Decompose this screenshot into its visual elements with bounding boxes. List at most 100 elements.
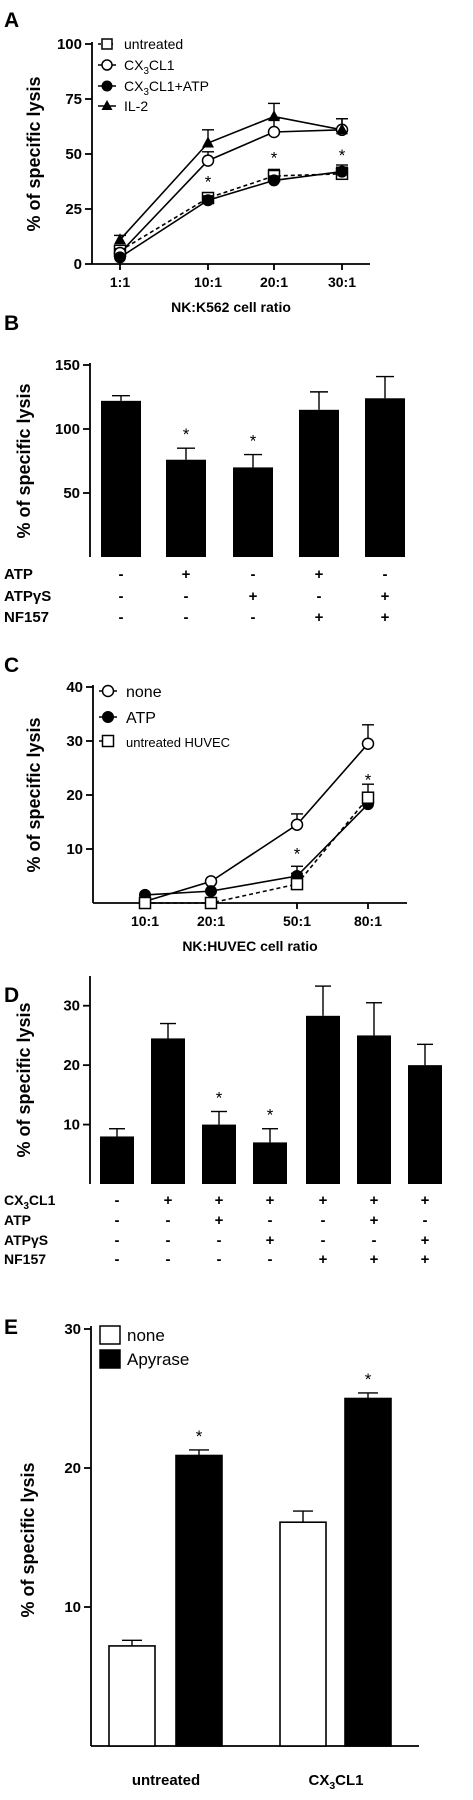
panel-a-point xyxy=(114,251,126,264)
panel-d-y-axis-label: % of specific lysis xyxy=(14,1002,34,1157)
panel-b-asterisk: * xyxy=(250,432,257,451)
panel-b-y-tick-label: 50 xyxy=(63,485,80,502)
panel-d-condition-mark: - xyxy=(166,1232,171,1249)
panel-e-y-tick-label: 10 xyxy=(64,1599,81,1616)
panel-d-condition-mark: - xyxy=(268,1251,273,1268)
panel-e-category-label: untreated xyxy=(132,1772,200,1789)
panel-d-asterisk: * xyxy=(267,1106,274,1125)
panel-a-point xyxy=(268,110,280,122)
panel-a-asterisk: * xyxy=(205,173,212,192)
panel-c-y-tick-label: 10 xyxy=(66,841,83,858)
panel-d-condition-mark: + xyxy=(421,1251,430,1268)
panel-d-bar xyxy=(306,1015,340,1184)
panel-a-asterisk: * xyxy=(339,146,346,165)
panel-c-point xyxy=(290,818,304,831)
panel-a-point xyxy=(114,233,126,245)
panel-a-legend-label: CX3CL1+ATP xyxy=(124,78,209,98)
panel-b-y-tick-label: 100 xyxy=(55,421,80,438)
panel-a-point xyxy=(202,136,214,148)
panel-c-legend-marker xyxy=(102,711,114,723)
panel-a-y-tick-label: 100 xyxy=(57,36,82,53)
panel-a-series-line-3 xyxy=(119,115,343,241)
panel-c-series-line-1 xyxy=(144,803,369,896)
panel-d-bar xyxy=(253,1142,287,1184)
panel-b-bar xyxy=(299,409,339,557)
panel-d-bar xyxy=(408,1065,442,1184)
panel-d-condition-label: CX3CL1 xyxy=(4,1192,56,1212)
panel-e-bar xyxy=(344,1397,392,1747)
panel-d-condition-mark: - xyxy=(166,1212,171,1229)
panel-c-legend-label: ATP xyxy=(126,710,156,727)
panel-b-condition-mark: + xyxy=(182,566,191,583)
panel-a-legend-marker xyxy=(101,80,113,92)
panel-c-point xyxy=(138,896,152,910)
panel-d-condition-mark: - xyxy=(268,1212,273,1229)
panel-d-condition-mark: - xyxy=(115,1192,120,1209)
panel-b-condition-mark: + xyxy=(315,609,324,626)
panel-d-condition-mark: - xyxy=(321,1212,326,1229)
panel-a-legend-marker xyxy=(101,38,113,50)
panel-a-y-axis-label: % of specific lysis xyxy=(24,76,44,231)
panel-a-x-tick-label: 30:1 xyxy=(328,274,356,290)
panel-c-point xyxy=(361,737,375,750)
panel-d-bar xyxy=(357,1035,391,1184)
panel-label-A: A xyxy=(4,9,19,32)
panel-d-y-tick-label: 20 xyxy=(63,1057,80,1074)
panel-d-condition-mark: + xyxy=(421,1192,430,1209)
panel-b-bar xyxy=(101,400,141,557)
panel-e-y-tick-label: 20 xyxy=(64,1460,81,1477)
panel-b-asterisk: * xyxy=(183,425,190,444)
panel-d-condition-mark: - xyxy=(217,1251,222,1268)
panel-b-condition-mark: + xyxy=(249,588,258,605)
panel-d-condition-mark: - xyxy=(372,1232,377,1249)
panel-c-legend-label: untreated HUVEC xyxy=(126,735,230,750)
panel-c-y-tick-label: 30 xyxy=(66,733,83,750)
panel-c-asterisk: * xyxy=(365,770,372,789)
panel-b-condition-mark: + xyxy=(381,609,390,626)
panel-e-asterisk: * xyxy=(365,1370,372,1389)
panel-b-bar xyxy=(365,398,405,557)
panel-d-y-tick-label: 30 xyxy=(63,998,80,1015)
panel-d-condition-mark: + xyxy=(370,1251,379,1268)
panel-a-y-tick-label: 50 xyxy=(65,146,82,163)
panel-d-condition-mark: - xyxy=(115,1232,120,1249)
panel-c-y-axis-label: % of specific lysis xyxy=(24,717,44,872)
panel-c-legend-label: none xyxy=(126,684,162,701)
panel-d-condition-label: NF157 xyxy=(4,1251,46,1267)
panel-a-legend-label: CX3CL1 xyxy=(124,57,175,77)
panel-d-condition-mark: - xyxy=(115,1212,120,1229)
panel-c-series-line-0 xyxy=(144,743,369,903)
panel-b-condition-mark: - xyxy=(184,609,189,626)
panel-e-bar xyxy=(279,1521,327,1747)
panel-d-bar xyxy=(151,1038,185,1184)
panel-d-condition-mark: + xyxy=(215,1212,224,1229)
panel-b-condition-label: ATPγS xyxy=(4,588,51,605)
panel-d-condition-mark: - xyxy=(166,1251,171,1268)
panel-d-bar xyxy=(202,1124,236,1184)
panel-e-legend-label: none xyxy=(127,1326,165,1345)
panel-b-condition-mark: + xyxy=(315,566,324,583)
panel-a-x-tick-label: 10:1 xyxy=(194,274,222,290)
panel-b-condition-label: ATP xyxy=(4,566,33,583)
panel-b-condition-mark: - xyxy=(317,588,322,605)
panel-b-condition-mark: - xyxy=(184,588,189,605)
panel-e-bar xyxy=(108,1645,156,1747)
panel-a-asterisk: * xyxy=(271,148,278,167)
panel-b-condition-label: NF157 xyxy=(4,609,49,626)
panel-d-condition-mark: - xyxy=(115,1251,120,1268)
panel-c-y-tick-label: 20 xyxy=(66,787,83,804)
panel-d-condition-mark: + xyxy=(319,1251,328,1268)
panel-c-asterisk: * xyxy=(294,844,301,863)
panel-b-condition-mark: - xyxy=(119,566,124,583)
panel-a-x-tick-label: 20:1 xyxy=(260,274,288,290)
panel-c-y-tick-label: 40 xyxy=(66,679,83,696)
panel-a-y-tick-label: 25 xyxy=(65,201,82,218)
panel-e-legend-swatch xyxy=(99,1349,121,1369)
panel-c-x-tick-label: 80:1 xyxy=(354,913,382,929)
panel-e-category-label: CX3CL1 xyxy=(308,1772,363,1792)
panel-label-C: C xyxy=(4,654,19,677)
panel-a-point xyxy=(336,123,348,135)
panel-a-y-tick-label: 75 xyxy=(65,91,82,108)
panel-a-series-line-1 xyxy=(119,129,343,254)
panel-a-point xyxy=(268,174,280,187)
